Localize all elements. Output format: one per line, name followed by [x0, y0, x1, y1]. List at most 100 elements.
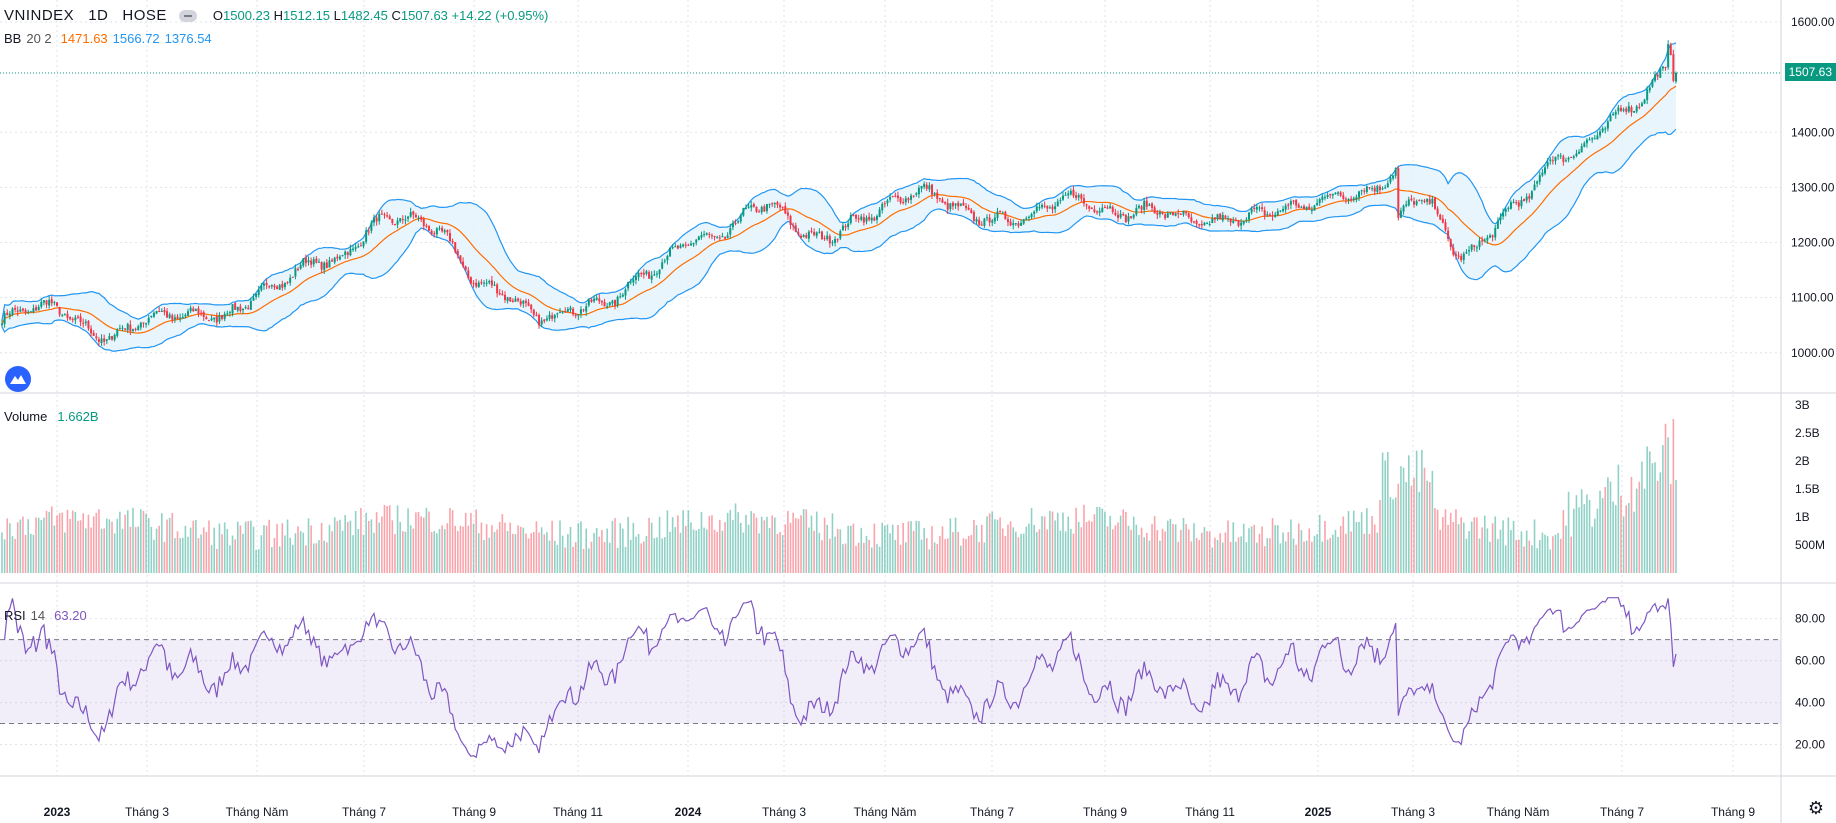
candle-body [1575, 153, 1578, 157]
symbol-name[interactable]: VNINDEX [4, 7, 75, 24]
candle-body [1279, 210, 1282, 212]
volume-bar [1546, 536, 1549, 573]
volume-legend[interactable]: Volume 1.662B [4, 409, 99, 424]
candle-body [1122, 214, 1125, 216]
candle-body [428, 226, 431, 231]
candle-body [1578, 151, 1581, 154]
candle-body [1109, 206, 1112, 209]
volume-bar [1056, 512, 1059, 573]
volume-bar [1413, 477, 1415, 573]
volume-bar [1476, 517, 1478, 573]
candle-body [1483, 239, 1486, 241]
gear-icon[interactable]: ⚙ [1807, 798, 1824, 818]
volume-bar [121, 528, 124, 573]
volume-bar [742, 532, 745, 573]
volume-bar [1625, 505, 1628, 573]
volume-bar [1593, 518, 1596, 573]
candle-body [781, 206, 784, 208]
candle-body [1473, 245, 1476, 248]
tradingview-logo-icon[interactable] [5, 366, 31, 392]
volume-bar [1214, 537, 1216, 573]
candle-body [278, 284, 281, 290]
bb-upper-value: 1566.72 [112, 31, 160, 46]
volume-bar [386, 506, 388, 573]
interval[interactable]: 1D [88, 7, 109, 24]
volume-bar [1028, 523, 1030, 573]
volume-bar [535, 521, 538, 573]
candle-body [587, 299, 590, 306]
volume-bar [145, 513, 147, 573]
candle-body [593, 298, 596, 302]
volume-bar [1570, 536, 1573, 573]
volume-bar [310, 525, 312, 573]
bollinger-band-fill [2, 42, 1676, 352]
candle-body [155, 310, 158, 314]
volume-bar [53, 525, 56, 573]
volume-bar [598, 536, 601, 573]
volume-bar [1554, 534, 1557, 573]
candle-body [928, 185, 931, 190]
candle-body [435, 228, 438, 235]
volume-bar [747, 524, 750, 573]
candle-body [692, 242, 695, 245]
candle-body [1266, 214, 1269, 216]
candle-body [1564, 160, 1567, 162]
candle-body [627, 282, 630, 289]
volume-bar [113, 533, 116, 573]
candle-body [713, 236, 716, 238]
candle-body [949, 203, 952, 209]
volume-bar [1062, 512, 1064, 573]
candle-body [252, 297, 255, 301]
volume-bar [1046, 529, 1049, 573]
change-value: +14.22 (+0.95%) [451, 8, 549, 23]
volume-bar [527, 538, 530, 573]
volume-bar [1421, 449, 1423, 573]
volume-bar [234, 539, 236, 573]
rsi-legend[interactable]: RSI 14 63.20 [4, 608, 87, 623]
volume-bar [834, 536, 836, 573]
volume-bar [1119, 515, 1122, 573]
volume-bar [1020, 533, 1022, 573]
candle-body [425, 225, 428, 227]
volume-bar [223, 522, 226, 573]
symbol-legend[interactable]: VNINDEX 1D HOSE O1500.23 H1512.15 L1482.… [4, 7, 548, 24]
candle-body [1394, 168, 1397, 176]
candle-body [205, 317, 208, 320]
candle-body [1444, 222, 1447, 231]
volume-bar [436, 533, 438, 573]
candle-body [865, 217, 868, 222]
candle-body [310, 260, 313, 265]
candle-body [585, 306, 588, 312]
volume-bar [912, 530, 915, 573]
candle-body [409, 212, 412, 217]
volume-bar [629, 539, 632, 573]
volume-bar [700, 511, 703, 573]
volume-bar [27, 519, 29, 573]
candle-body [1617, 107, 1620, 112]
candle-body [983, 218, 986, 226]
candle-body [289, 277, 292, 283]
candle-body [1661, 66, 1664, 69]
candle-body [1376, 186, 1379, 192]
volume-bar [1151, 524, 1153, 573]
candle-body [1014, 223, 1017, 225]
candle-body [1255, 206, 1258, 210]
candle-body [226, 313, 229, 315]
volume-bar [105, 518, 108, 573]
candle-body [1468, 250, 1471, 252]
candle-body [401, 219, 404, 221]
volume-bar [1198, 540, 1201, 573]
exchange: HOSE [122, 7, 167, 24]
candle-body [1046, 206, 1049, 209]
volume-bar [1483, 515, 1486, 573]
candle-body [407, 216, 410, 219]
candle-body [231, 304, 234, 314]
bb-legend[interactable]: BB 20 2 1471.63 1566.72 1376.54 [4, 31, 212, 46]
volume-bar [648, 517, 650, 573]
collapse-legend-button[interactable] [178, 9, 197, 22]
candle-body [689, 243, 692, 246]
candle-body [262, 283, 265, 286]
volume-bar [216, 548, 218, 573]
volume-bar [1271, 518, 1274, 573]
